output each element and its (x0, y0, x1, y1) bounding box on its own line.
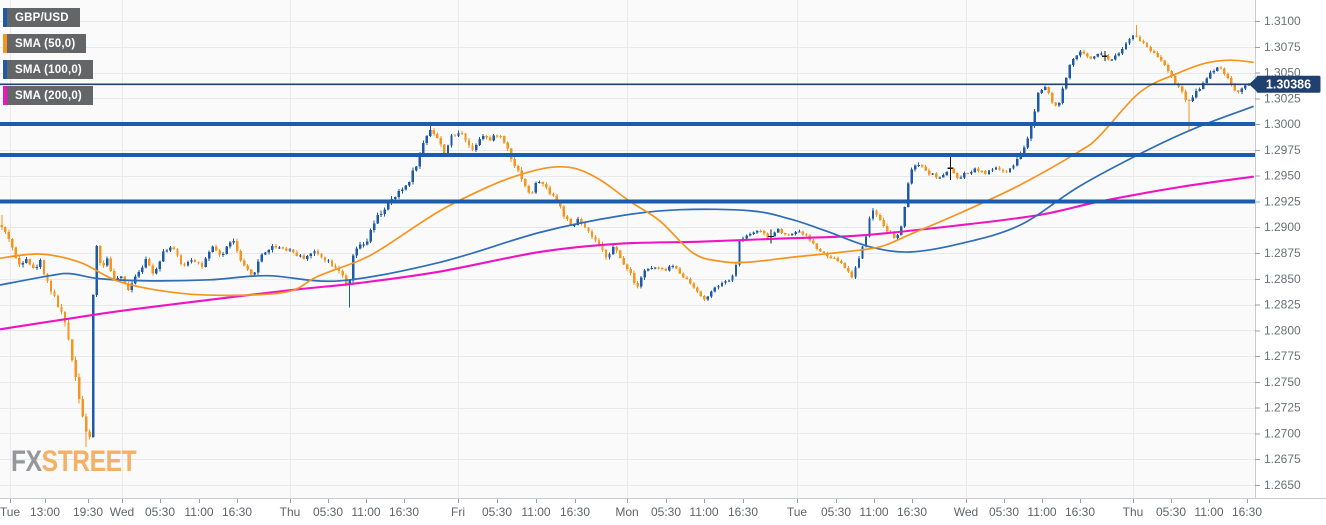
time-axis-label: 05:30 (313, 505, 343, 519)
series-color-bar (3, 60, 7, 79)
time-axis-day-label: Thu (280, 505, 301, 519)
legend-label: SMA (50,0) (15, 37, 76, 50)
time-axis-day-label: Mon (615, 505, 638, 519)
time-axis-day-label: Tue (787, 505, 808, 519)
time-axis-label: 11:00 (521, 505, 550, 519)
time-axis-label: 05:30 (1156, 505, 1186, 519)
price-axis-label: 1.2725 (1264, 401, 1301, 415)
watermark-street: STREET (41, 445, 137, 478)
bottom-time-axis: Tue 13:00 19:30 Wed 05:30 11:00 16:30 Thu 05:30 1… (0, 499, 1262, 519)
legend-item-sma200[interactable]: SMA (200,0) (3, 86, 93, 105)
price-axis-label: 1.2675 (1264, 452, 1301, 466)
time-axis-label: 11:00 (859, 505, 888, 519)
series-color-bar (3, 8, 7, 27)
series-color-bar (3, 86, 7, 105)
price-axis-label: 1.3100 (1264, 14, 1301, 28)
bottom-axis-panel (0, 499, 1326, 525)
time-axis-label: 05:30 (651, 505, 681, 519)
price-axis-label: 1.3075 (1264, 40, 1301, 54)
time-axis-day-label: Wed (954, 505, 978, 519)
legend-item-sma100[interactable]: SMA (100,0) (3, 60, 93, 79)
current-price-value: 1.30386 (1266, 77, 1311, 91)
price-axis-label: 1.2650 (1264, 478, 1301, 492)
series-color-bar (3, 34, 7, 53)
legend-item-sma50[interactable]: SMA (50,0) (3, 34, 87, 53)
price-axis-label: 1.2750 (1264, 375, 1301, 389)
right-price-axis: 1.31001.30751.30501.30251.30001.29751.29… (1255, 14, 1301, 492)
time-axis-label: 11:00 (1027, 505, 1056, 519)
price-axis-label: 1.3000 (1264, 117, 1301, 131)
price-axis-label: 1.2950 (1264, 169, 1301, 183)
time-axis-label: 05:30 (821, 505, 851, 519)
time-axis-label: 16:30 (728, 505, 758, 519)
time-axis-label: 11:00 (689, 505, 718, 519)
price-axis-label: 1.2850 (1264, 272, 1301, 286)
time-axis-label: 16:30 (222, 505, 252, 519)
price-axis-label: 1.2975 (1264, 143, 1301, 157)
time-axis-label: 16:30 (897, 505, 927, 519)
fxstreet-watermark: FXSTREET (11, 445, 137, 478)
legend-item-gbpusd[interactable]: GBP/USD (3, 8, 80, 27)
time-axis-day-label: Thu (1123, 505, 1144, 519)
overlay-sma-50-0- (0, 59, 1254, 297)
time-axis-label: 19:30 (73, 505, 103, 519)
time-axis-label: 05:30 (482, 505, 512, 519)
legend-label: GBP/USD (15, 11, 69, 24)
time-axis-label: 05:30 (989, 505, 1019, 519)
time-axis-label: 05:30 (145, 505, 175, 519)
time-axis-label: 16:30 (389, 505, 419, 519)
price-axis-label: 1.2700 (1264, 426, 1301, 440)
time-axis-label: 13:00 (30, 505, 60, 519)
overlay-sma-200-0- (0, 175, 1255, 331)
price-axis-label: 1.2825 (1264, 298, 1301, 312)
time-axis-day-label: Tue (0, 505, 20, 519)
time-axis-label: 16:30 (1232, 505, 1262, 519)
current-price-badge: 1.30386 (1249, 75, 1321, 93)
time-axis-label: 11:00 (184, 505, 213, 519)
price-axis-label: 1.3025 (1264, 91, 1301, 105)
price-axis-label: 1.2900 (1264, 220, 1301, 234)
legend-label: SMA (200,0) (15, 89, 82, 102)
price-axis-label: 1.2775 (1264, 349, 1301, 363)
legend-label: SMA (100,0) (15, 63, 82, 76)
time-axis-label: 11:00 (351, 505, 380, 519)
time-axis-day-label: Fri (451, 505, 465, 519)
time-axis-label: 11:00 (1194, 505, 1223, 519)
support-resistance-lines (0, 122, 1255, 204)
price-axis-label: 1.2875 (1264, 246, 1301, 260)
price-axis-label: 1.2925 (1264, 194, 1301, 208)
watermark-fx: FX (11, 445, 42, 478)
time-axis-day-label: Wed (110, 505, 134, 519)
overlay-sma-100-0- (0, 105, 1254, 286)
time-axis-label: 16:30 (1065, 505, 1095, 519)
price-axis-label: 1.2800 (1264, 323, 1301, 337)
time-axis-label: 16:30 (560, 505, 590, 519)
chart-legend: GBP/USD SMA (50,0) SMA (100,0) SMA (200,… (3, 8, 93, 105)
